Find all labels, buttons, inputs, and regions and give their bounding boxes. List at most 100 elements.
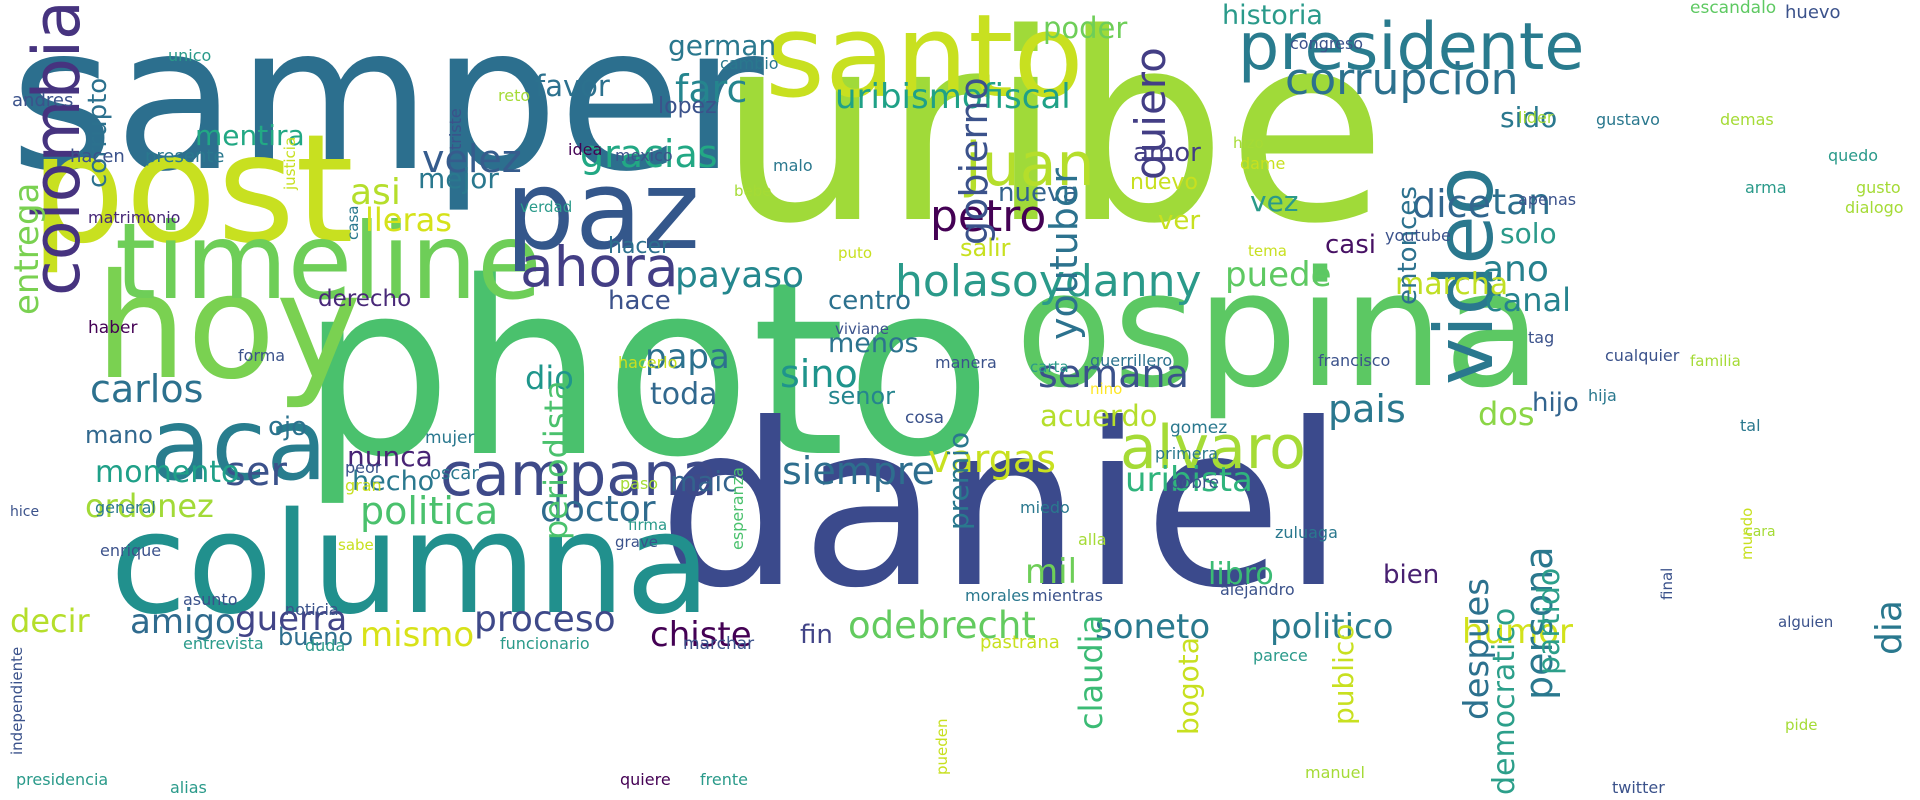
cloud-word-mismo: mismo bbox=[360, 615, 475, 655]
cloud-word-sabe: sabe bbox=[338, 536, 374, 554]
cloud-word-corrupcion: corrupcion bbox=[1285, 54, 1519, 105]
cloud-word-youtube: youtube bbox=[1385, 226, 1451, 245]
cloud-word-nueva: nueva bbox=[998, 178, 1079, 208]
cloud-word-asunto: asunto bbox=[183, 590, 238, 609]
cloud-word-pais: pais bbox=[1328, 387, 1406, 431]
cloud-word-marchar: marchar bbox=[683, 634, 755, 654]
cloud-word-post: post bbox=[30, 103, 354, 277]
cloud-word-toda: toda bbox=[650, 377, 718, 412]
cloud-word-malo: malo bbox=[773, 156, 813, 175]
cloud-word-hacen: hacen bbox=[70, 146, 125, 167]
cloud-word-grave: grave bbox=[615, 533, 658, 551]
cloud-word-pueden: pueden bbox=[933, 718, 951, 775]
cloud-word-amor: amor bbox=[1133, 138, 1201, 168]
cloud-word-fin: fin bbox=[800, 620, 833, 650]
cloud-word-hice: hice bbox=[10, 504, 40, 520]
cloud-word-libro: libro bbox=[1208, 557, 1274, 592]
cloud-word-andres: andres bbox=[12, 90, 74, 111]
cloud-word-poder: poder bbox=[1043, 11, 1128, 45]
cloud-word-reto: reto bbox=[498, 86, 531, 105]
cloud-word-ojo: ojo bbox=[268, 412, 308, 442]
cloud-word-asi: asi bbox=[350, 172, 401, 213]
cloud-word-hacerlo: hacerlo bbox=[618, 353, 678, 372]
cloud-word-puede: puede bbox=[1225, 255, 1332, 295]
cloud-word-paz: paz bbox=[505, 146, 700, 274]
cloud-word-petro: petro bbox=[930, 191, 1047, 242]
cloud-word-quedo: quedo bbox=[1828, 146, 1879, 165]
cloud-word-lider: lider bbox=[1518, 108, 1554, 127]
cloud-word-aca: aca bbox=[150, 386, 328, 503]
cloud-word-parece: parece bbox=[1253, 646, 1308, 665]
cloud-word-casa: casa bbox=[344, 205, 362, 240]
cloud-word-mentira: mentira bbox=[195, 119, 305, 152]
cloud-word-menos: menos bbox=[828, 328, 919, 359]
cloud-word-mientras: mientras bbox=[1032, 586, 1104, 605]
cloud-word-samper: samper bbox=[10, 0, 764, 216]
cloud-word-gomez: gomez bbox=[1170, 418, 1228, 438]
cloud-word-tema: tema bbox=[1248, 242, 1287, 260]
cloud-word-mexico: mexico bbox=[615, 146, 673, 165]
cloud-word-gusto: gusto bbox=[1856, 178, 1901, 197]
cloud-word-dia: dia bbox=[1869, 600, 1910, 655]
cloud-word-entonces: entonces bbox=[1393, 186, 1423, 305]
cloud-word-bueno: bueno bbox=[278, 623, 354, 651]
cloud-word-bebe: bebe bbox=[734, 182, 772, 200]
cloud-word-manera: manera bbox=[935, 353, 997, 372]
cloud-word-premio: premio bbox=[942, 431, 975, 530]
cloud-word-ahora: ahora bbox=[520, 235, 679, 299]
cloud-word-chiste: chiste bbox=[650, 615, 752, 655]
cloud-word-momento: momento bbox=[95, 455, 240, 490]
cloud-word-acuerdo: acuerdo bbox=[1040, 399, 1158, 433]
cloud-word-noticia: noticia bbox=[285, 600, 339, 619]
cloud-word-escandalo: escandalo bbox=[1690, 0, 1777, 18]
cloud-word-democratico: democratico bbox=[1487, 607, 1522, 795]
cloud-word-amigo: amigo bbox=[130, 602, 236, 642]
cloud-word-semana: semana bbox=[1038, 352, 1189, 396]
cloud-word-funcionario: funcionario bbox=[500, 634, 590, 653]
cloud-word-politico: politico bbox=[1270, 607, 1394, 647]
cloud-word-pide: pide bbox=[1785, 716, 1818, 734]
cloud-word-hija: hija bbox=[1588, 386, 1617, 405]
cloud-word-frente: frente bbox=[700, 770, 748, 789]
cloud-word-gracias: gracias bbox=[580, 132, 718, 176]
cloud-word-forma: forma bbox=[238, 346, 286, 365]
cloud-word-youtuber: youtuber bbox=[1042, 168, 1086, 340]
cloud-word-periodista: periodista bbox=[537, 380, 575, 540]
cloud-word-alias: alias bbox=[170, 778, 207, 797]
cloud-word-alguien: alguien bbox=[1778, 613, 1834, 631]
cloud-word-dice: dice bbox=[1412, 182, 1491, 226]
cloud-word-mano: mano bbox=[85, 421, 153, 449]
cloud-word-decir: decir bbox=[10, 602, 90, 640]
cloud-word-viviane: viviane bbox=[835, 320, 890, 338]
cloud-word-alvaro: alvaro bbox=[1120, 413, 1306, 483]
cloud-word-uribista: uribista bbox=[1125, 460, 1253, 500]
cloud-word-oscar: oscar bbox=[430, 463, 479, 484]
cloud-word-peor: peor bbox=[345, 458, 382, 477]
cloud-word-hijo: hijo bbox=[1532, 388, 1579, 418]
cloud-word-arma: arma bbox=[1745, 178, 1787, 197]
cloud-word-entrevista: entrevista bbox=[183, 634, 264, 653]
cloud-word-bien: bien bbox=[1383, 560, 1440, 590]
cloud-word-duda: duda bbox=[305, 636, 346, 655]
cloud-word-quiere: quiere bbox=[620, 770, 671, 789]
cloud-word-nunca: nunca bbox=[347, 440, 433, 473]
cloud-word-triste: triste bbox=[446, 108, 465, 150]
cloud-word-alejandro: alejandro bbox=[1220, 580, 1295, 599]
cloud-word-odebrecht: odebrecht bbox=[848, 604, 1036, 647]
cloud-word-sino: sino bbox=[780, 352, 858, 396]
cloud-word-hoy: hoy bbox=[95, 243, 362, 412]
cloud-word-santo: santo bbox=[765, 0, 1084, 124]
cloud-word-cualquier: cualquier bbox=[1605, 346, 1680, 365]
cloud-word-mejor: mejor bbox=[418, 162, 499, 195]
cloud-word-apenas: apenas bbox=[1518, 190, 1577, 209]
cloud-word-sido: sido bbox=[1500, 101, 1558, 134]
cloud-word-dialogo: dialogo bbox=[1845, 198, 1904, 217]
cloud-word-unico: unico bbox=[168, 46, 212, 65]
cloud-word-justicia: justicia bbox=[281, 136, 299, 190]
cloud-word-primera: primera bbox=[1155, 444, 1218, 463]
cloud-word-vez: vez bbox=[1250, 185, 1299, 218]
cloud-word-cosa: cosa bbox=[905, 408, 945, 428]
cloud-word-politica: politica bbox=[360, 489, 499, 533]
cloud-word-juan: juan bbox=[965, 130, 1095, 200]
